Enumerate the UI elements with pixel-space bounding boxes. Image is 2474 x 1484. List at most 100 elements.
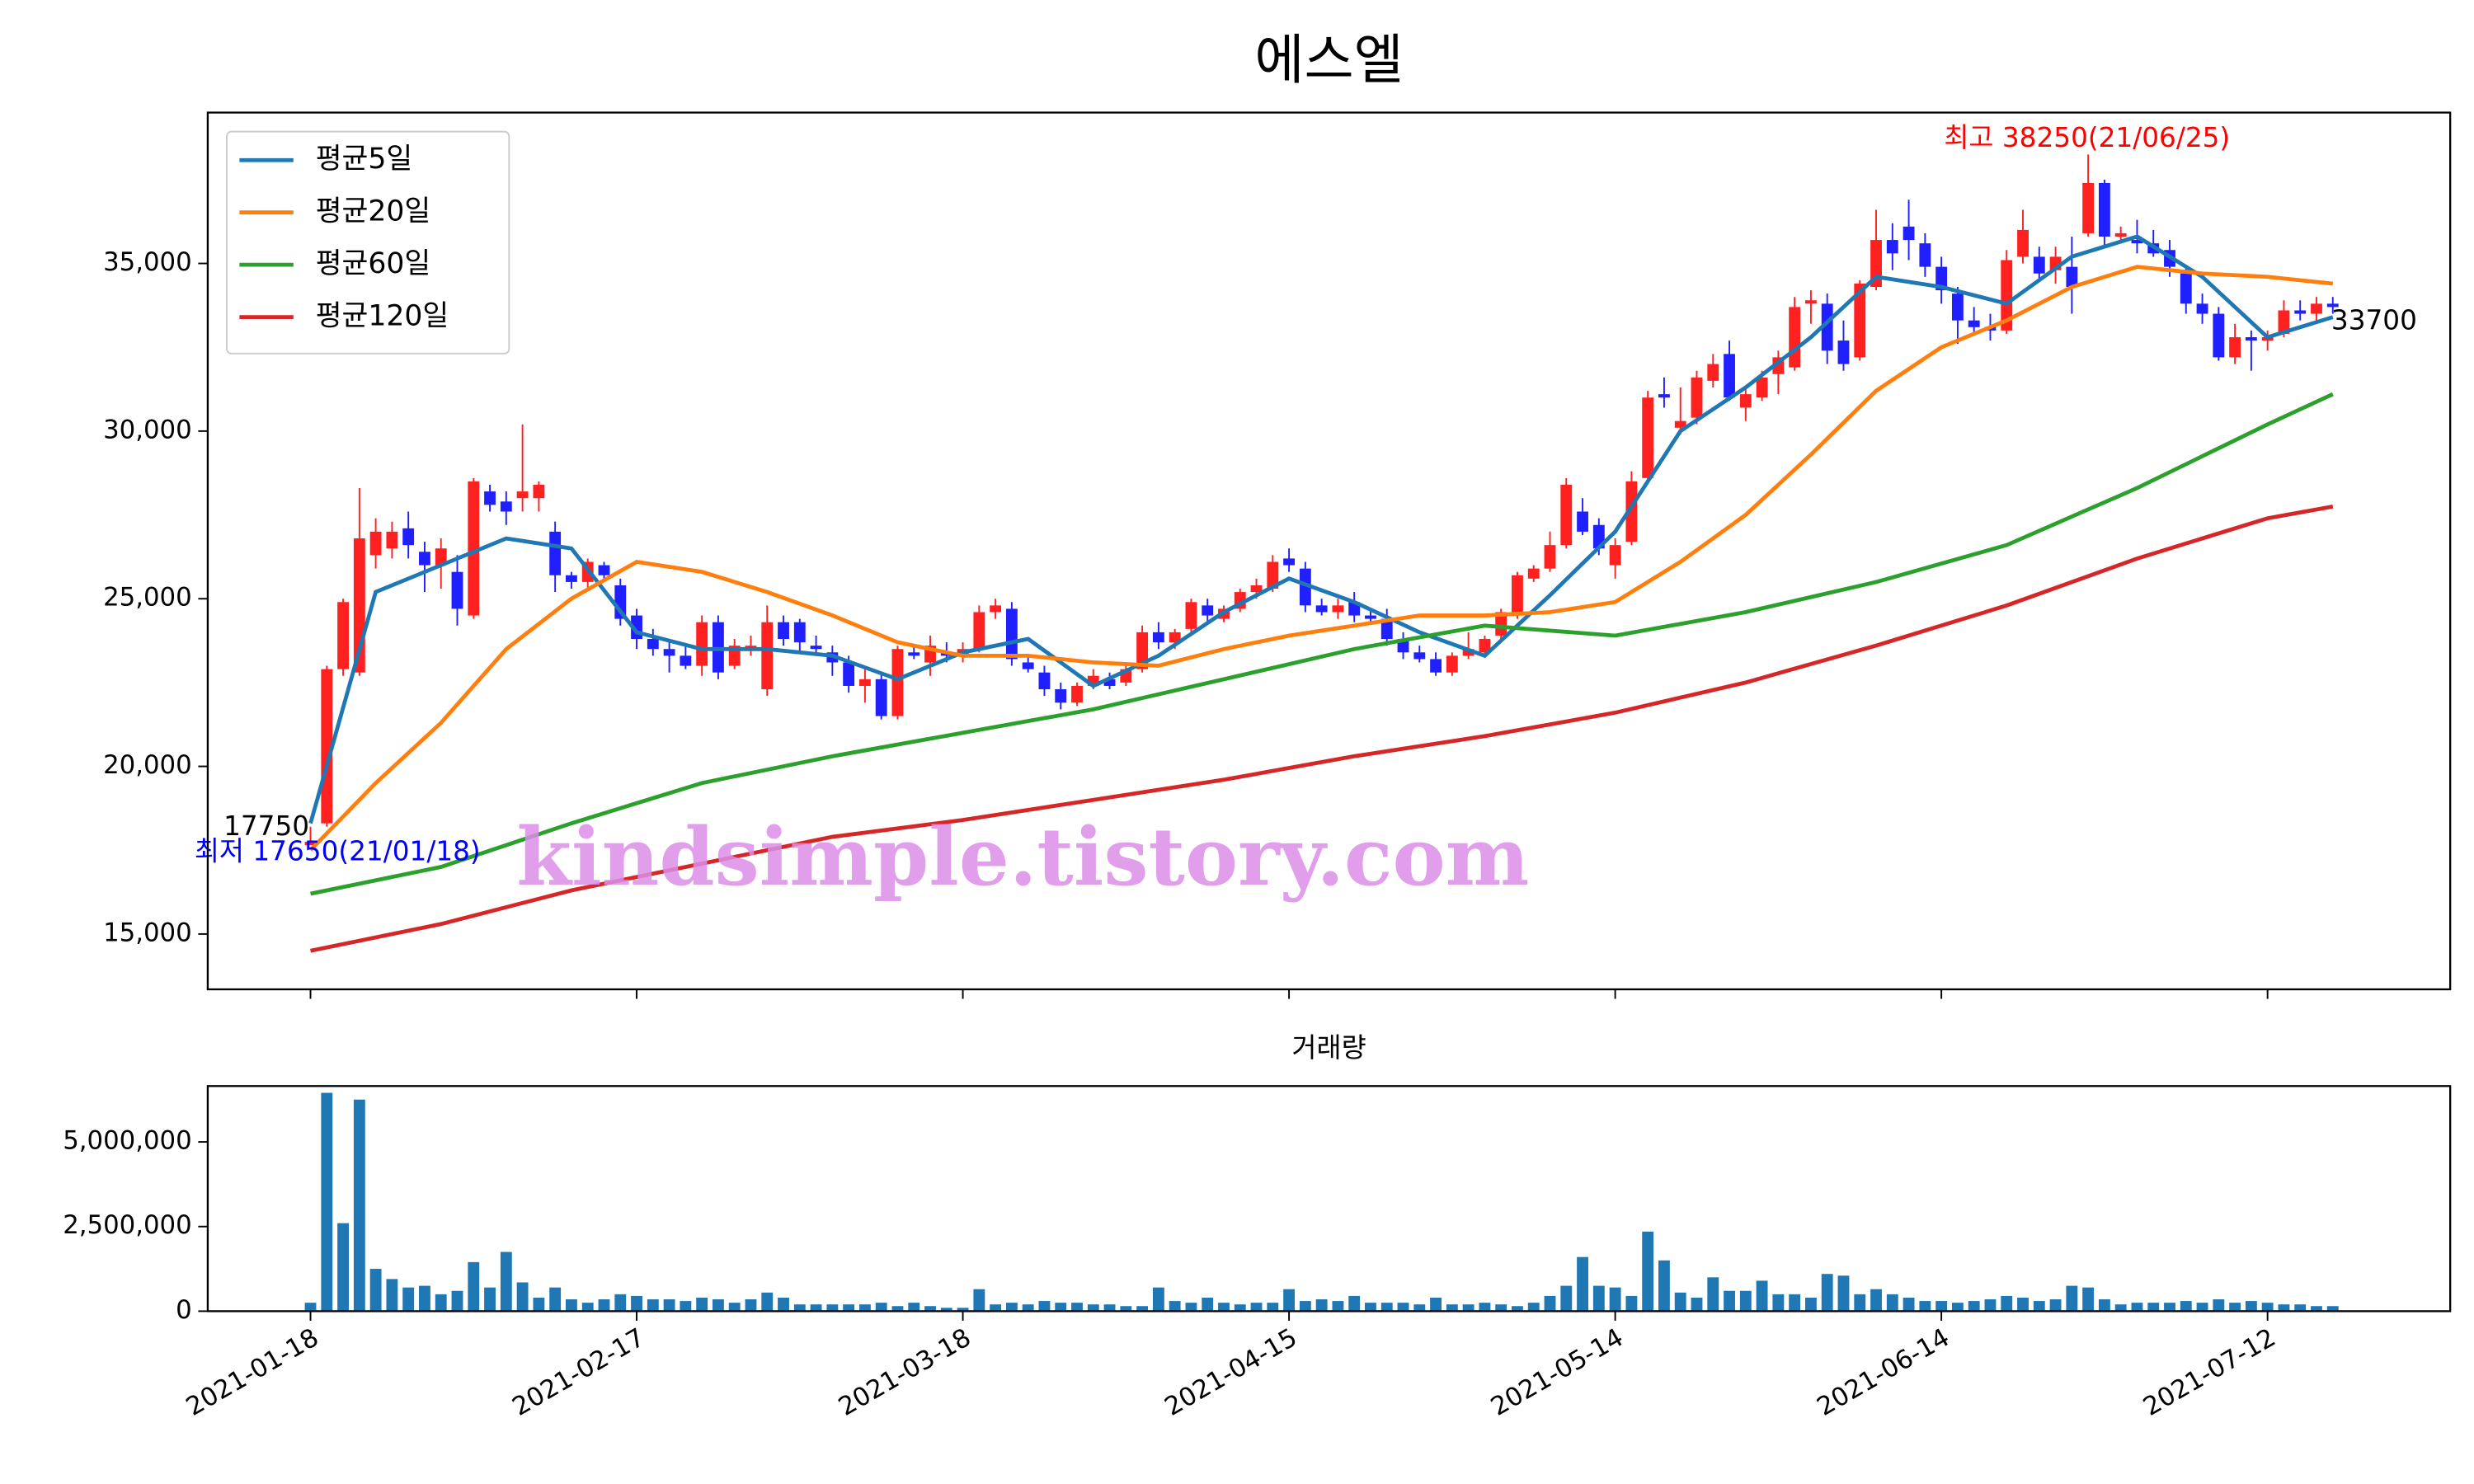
volume-bar	[1821, 1274, 1833, 1312]
candle-body	[793, 622, 806, 643]
y-tick-label: 35,000	[103, 247, 192, 277]
candle-body	[419, 552, 430, 566]
candle-body	[843, 662, 855, 686]
candle-body	[337, 602, 349, 669]
volume-bar	[1495, 1304, 1507, 1312]
volume-bar	[566, 1299, 577, 1312]
candle-body	[1674, 420, 1686, 428]
candle-body	[680, 655, 692, 666]
candle-body	[1691, 377, 1703, 418]
volume-bar	[419, 1285, 430, 1312]
candle-body	[1821, 303, 1833, 351]
volume-bar	[810, 1304, 822, 1312]
candle-body	[647, 639, 659, 650]
volume-bar	[321, 1092, 333, 1312]
candle-body	[1756, 377, 1768, 398]
candle-body	[1365, 615, 1376, 619]
volume-title: 거래량	[1291, 1032, 1366, 1064]
candle-body	[533, 484, 545, 499]
volume-bar	[484, 1287, 496, 1312]
volume-bar	[1544, 1295, 1556, 1312]
candle-body	[1283, 558, 1296, 566]
volume-bar	[2229, 1303, 2241, 1312]
candle-body	[516, 491, 529, 499]
candle-body	[1789, 307, 1801, 368]
volume-bar	[875, 1303, 887, 1312]
volume-bar	[2066, 1285, 2078, 1312]
y-tick-label: 15,000	[103, 918, 192, 947]
volume-bar	[2311, 1306, 2322, 1312]
volume-bar	[1103, 1304, 1116, 1312]
candle-body	[875, 679, 887, 716]
annotation: 17750	[223, 810, 309, 842]
volume-bar	[1560, 1285, 1573, 1312]
candle-body	[2294, 310, 2307, 314]
volume-bar	[1348, 1295, 1361, 1312]
candle-body	[1202, 605, 1214, 616]
volume-bar	[468, 1261, 480, 1312]
volume-bar	[549, 1287, 562, 1312]
candle-body	[1512, 575, 1523, 616]
candle-body	[761, 622, 774, 690]
volume-bar	[304, 1303, 317, 1312]
candle-body	[2033, 256, 2045, 274]
volume-bar	[1022, 1304, 1034, 1312]
volume-bar	[1984, 1299, 1997, 1312]
volume-bar	[1951, 1303, 1964, 1312]
volume-bar	[2147, 1303, 2160, 1312]
volume-bar	[1625, 1295, 1638, 1312]
volume-bar	[843, 1304, 855, 1312]
volume-bar	[2245, 1301, 2257, 1312]
annotation: 최저 17650(21/01/18)	[195, 836, 481, 867]
y-tick-label: 30,000	[103, 415, 192, 444]
legend-box	[226, 130, 510, 355]
candle-body	[1837, 340, 1850, 364]
volume-bar	[1642, 1231, 1654, 1312]
volume-bar	[402, 1287, 415, 1312]
candle-body	[1642, 397, 1654, 478]
volume-bar	[2082, 1287, 2095, 1312]
volume-bar	[1527, 1303, 1540, 1312]
volume-bar	[1837, 1275, 1850, 1312]
volume-bar	[2278, 1304, 2290, 1312]
volume-bar	[1870, 1289, 1882, 1312]
volume-bar	[696, 1297, 708, 1312]
volume-bar	[990, 1304, 1002, 1312]
volume-bar	[778, 1297, 789, 1312]
candle-body	[778, 622, 789, 640]
candle-body	[304, 842, 317, 846]
candle-body	[2131, 240, 2143, 244]
candle-body	[2082, 182, 2095, 233]
volume-bar	[940, 1308, 952, 1312]
volume-bar	[826, 1304, 839, 1312]
volume-bar	[2294, 1304, 2307, 1312]
volume-bar	[369, 1269, 382, 1312]
volume-bar	[1756, 1280, 1768, 1312]
volume-bar	[647, 1299, 659, 1312]
volume-bar	[1691, 1297, 1703, 1312]
volume-bar	[1202, 1297, 1214, 1312]
volume-bar	[1577, 1256, 1588, 1312]
candle-body	[1903, 226, 1915, 241]
legend-label: 평균20일	[316, 195, 431, 228]
volume-bar	[1658, 1260, 1670, 1312]
candle-body	[663, 649, 675, 656]
volume-bar	[1397, 1303, 1409, 1312]
y-tick-label: 25,000	[103, 583, 192, 613]
volume-bar	[2213, 1299, 2225, 1312]
candle-body	[1609, 545, 1621, 566]
candle-body	[1038, 672, 1051, 690]
volume-bar	[957, 1308, 969, 1312]
candle-body	[1413, 652, 1426, 660]
volume-bar	[353, 1099, 365, 1312]
volume-bar	[1283, 1289, 1296, 1312]
candle-body	[402, 528, 415, 546]
candle-body	[1446, 655, 1458, 673]
candle-body	[1968, 320, 1980, 327]
volume-bar	[1739, 1290, 1752, 1312]
volume-bar	[1267, 1303, 1279, 1312]
volume-bar	[1365, 1303, 1376, 1312]
volume-bar	[973, 1289, 985, 1312]
volume-bar	[1772, 1294, 1785, 1312]
